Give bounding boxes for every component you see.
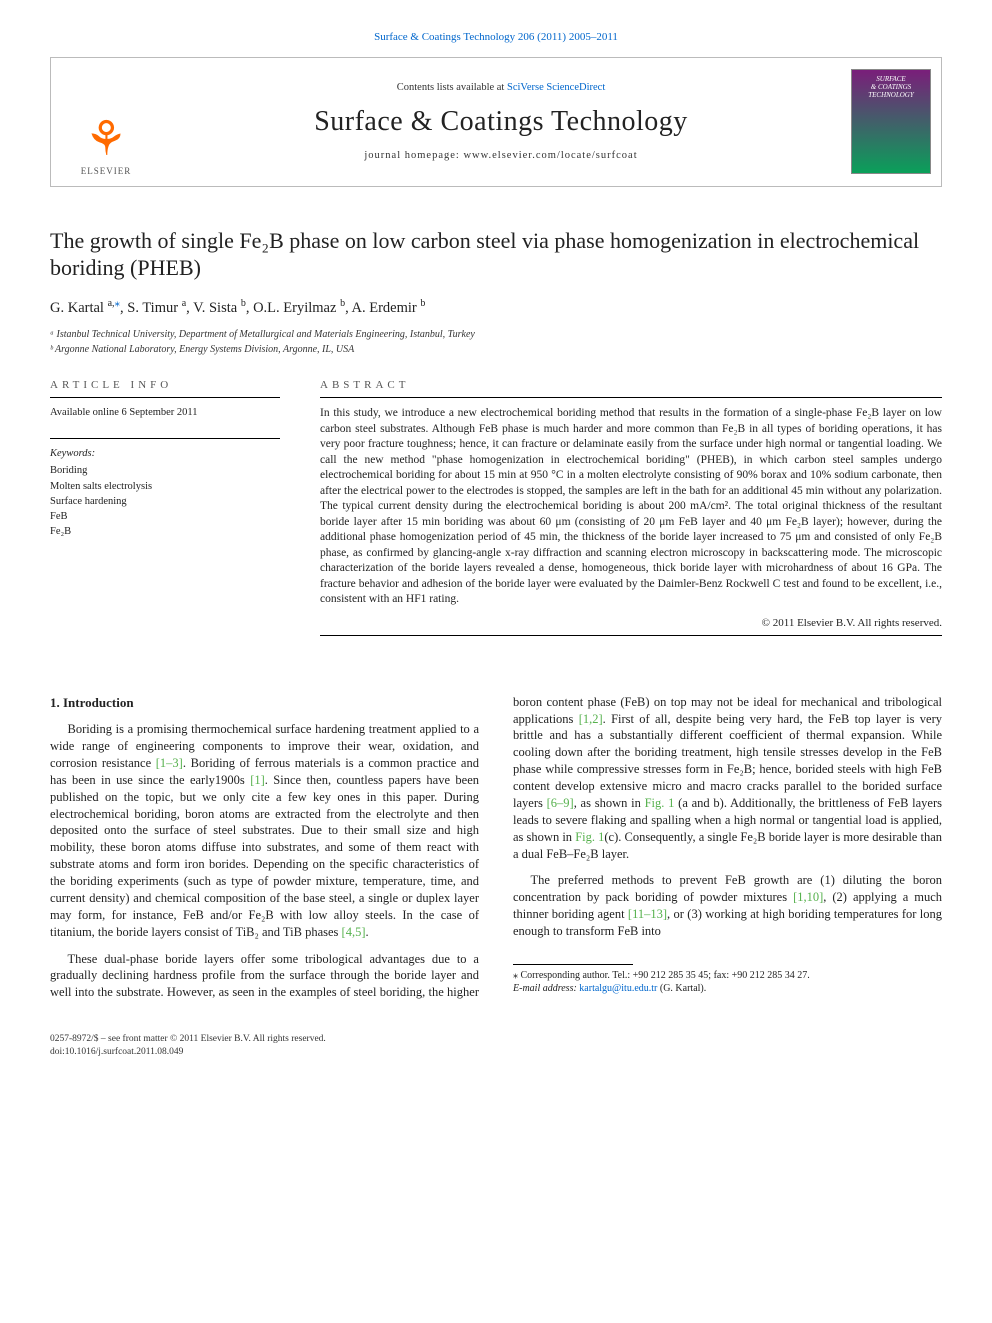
author-email-link[interactable]: kartalgu@itu.edu.tr: [579, 983, 657, 994]
contents-prefix: Contents lists available at: [397, 82, 507, 93]
affiliation-a: ᵃ Istanbul Technical University, Departm…: [50, 328, 942, 342]
footnote-separator: [513, 964, 633, 965]
issue-citation-link[interactable]: Surface & Coatings Technology 206 (2011)…: [50, 30, 942, 45]
page-footer: 0257-8972/$ – see front matter © 2011 El…: [50, 1033, 942, 1059]
intro-paragraph-1: Boriding is a promising thermochemical s…: [50, 721, 479, 940]
cover-image: SURFACE & COATINGS TECHNOLOGY: [851, 69, 931, 174]
homepage-url[interactable]: www.elsevier.com/locate/surfcoat: [463, 150, 637, 161]
homepage-prefix: journal homepage:: [364, 150, 463, 161]
sciencedirect-link[interactable]: SciVerse ScienceDirect: [507, 82, 605, 93]
doi-line: doi:10.1016/j.surfcoat.2011.08.049: [50, 1046, 942, 1059]
keywords-heading: Keywords:: [50, 447, 280, 461]
article-info-column: article info Available online 6 Septembe…: [50, 378, 280, 643]
figure-ref[interactable]: Fig. 1: [645, 796, 675, 810]
email-suffix: (G. Kartal).: [657, 983, 706, 994]
keyword: Fe₂B: [50, 524, 280, 539]
citation-ref[interactable]: [1–3]: [156, 756, 183, 770]
journal-masthead: ⚘ ELSEVIER Contents lists available at S…: [50, 57, 942, 187]
cover-title-3: TECHNOLOGY: [868, 92, 914, 100]
keyword: Surface hardening: [50, 494, 280, 509]
abstract-heading: abstract: [320, 378, 942, 393]
article-body: 1. Introduction Boriding is a promising …: [50, 694, 942, 1002]
citation-ref[interactable]: [1,2]: [579, 712, 603, 726]
abstract-column: abstract In this study, we introduce a n…: [320, 378, 942, 643]
section-1-heading: 1. Introduction: [50, 694, 479, 712]
info-rule-mid: [50, 438, 280, 439]
citation-ref[interactable]: [4,5]: [342, 925, 366, 939]
keyword: FeB: [50, 509, 280, 524]
contents-available-line: Contents lists available at SciVerse Sci…: [397, 81, 605, 95]
masthead-center: Contents lists available at SciVerse Sci…: [161, 58, 841, 186]
abstract-copyright: © 2011 Elsevier B.V. All rights reserved…: [320, 616, 942, 631]
abstract-rule: [320, 397, 942, 398]
keywords-list: Boriding Molten salts electrolysis Surfa…: [50, 463, 280, 539]
journal-name: Surface & Coatings Technology: [314, 103, 688, 141]
article-info-heading: article info: [50, 378, 280, 393]
citation-ref[interactable]: [11–13]: [628, 907, 667, 921]
info-rule-top: [50, 397, 280, 398]
affiliation-b: ᵇ Argonne National Laboratory, Energy Sy…: [50, 343, 942, 357]
publisher-logo-block: ⚘ ELSEVIER: [51, 58, 161, 186]
email-label: E-mail address:: [513, 983, 579, 994]
keyword: Boriding: [50, 463, 280, 478]
issn-copyright-line: 0257-8972/$ – see front matter © 2011 El…: [50, 1033, 942, 1046]
keyword: Molten salts electrolysis: [50, 479, 280, 494]
corr-author-line: ⁎ Corresponding author. Tel.: +90 212 28…: [513, 969, 942, 982]
intro-paragraph-3: The preferred methods to prevent FeB gro…: [513, 872, 942, 940]
publisher-wordmark: ELSEVIER: [81, 167, 132, 176]
email-line: E-mail address: kartalgu@itu.edu.tr (G. …: [513, 982, 942, 995]
citation-ref[interactable]: [6–9]: [547, 796, 574, 810]
tree-glyph: ⚘: [84, 113, 127, 166]
corresponding-author-footnote: ⁎ Corresponding author. Tel.: +90 212 28…: [513, 969, 942, 995]
affiliations-block: ᵃ Istanbul Technical University, Departm…: [50, 328, 942, 356]
journal-cover-thumb: SURFACE & COATINGS TECHNOLOGY: [841, 58, 941, 186]
abstract-text: In this study, we introduce a new electr…: [320, 406, 942, 608]
citation-ref[interactable]: [1,10]: [793, 890, 823, 904]
citation-ref[interactable]: [1]: [250, 773, 265, 787]
info-abstract-row: article info Available online 6 Septembe…: [50, 378, 942, 643]
journal-homepage-line: journal homepage: www.elsevier.com/locat…: [364, 149, 637, 163]
article-title: The growth of single Fe₂B phase on low c…: [50, 227, 942, 282]
available-online-line: Available online 6 September 2011: [50, 406, 280, 420]
figure-ref[interactable]: Fig. 1: [575, 830, 604, 844]
abstract-rule-bottom: [320, 635, 942, 636]
author-list: G. Kartal a,⁎, S. Timur a, V. Sista b, O…: [50, 296, 942, 318]
elsevier-tree-icon: ⚘ ELSEVIER: [81, 116, 132, 176]
